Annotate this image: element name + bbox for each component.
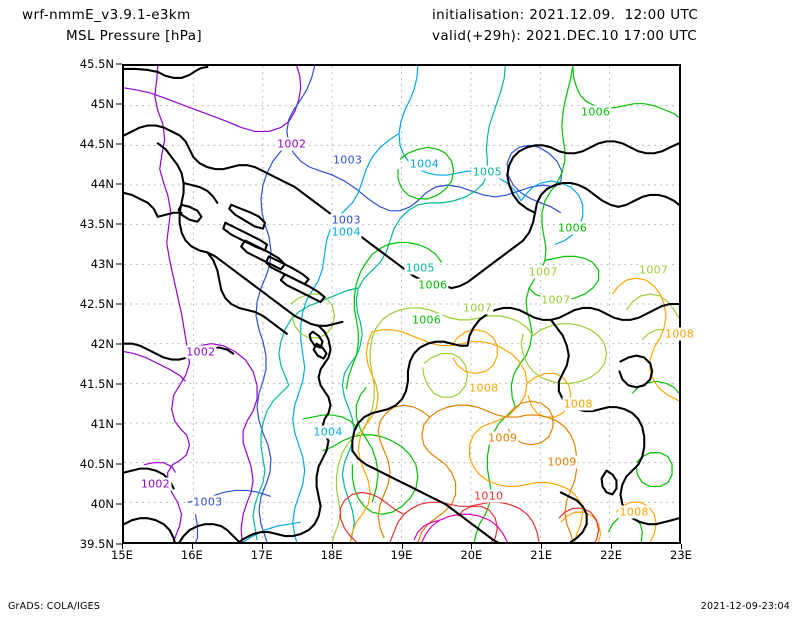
- y-axis-tick-label: 41N: [90, 417, 114, 431]
- contour-label: 1005: [404, 261, 436, 275]
- contour-label: 1003: [331, 153, 364, 167]
- contour-label-layer: 1002 1002 1002 1003 1003 1003 1004 1004 1004 1005…: [124, 66, 696, 542]
- x-axis-tick-label: 15E: [111, 548, 133, 562]
- y-axis-tick-label: 40.5N: [79, 457, 114, 471]
- contour-label: 1010: [473, 489, 505, 503]
- contour-label: 1002: [276, 137, 308, 151]
- map-plot-area[interactable]: 1002 1002 1002 1003 1003 1003 1004 1004 1004 1005…: [122, 64, 696, 544]
- contour-1006: [302, 66, 679, 542]
- y-axis-tick-mark: [116, 63, 122, 65]
- footer-timestamp: 2021-12-09-23:04: [700, 601, 790, 612]
- x-axis-tick-mark: [331, 544, 333, 549]
- y-axis-tick-label: 42N: [90, 337, 114, 351]
- contour-label: 1007: [461, 301, 494, 315]
- x-axis-tick-mark: [191, 544, 193, 549]
- y-axis-tick-label: 43N: [90, 257, 114, 271]
- y-axis-tick-mark: [116, 103, 122, 105]
- coastlines-and-borders: [124, 66, 679, 542]
- y-axis-tick-label: 42.5N: [79, 297, 114, 311]
- y-axis-tick-mark: [116, 343, 122, 345]
- footer-attribution: GrADS: COLA/IGES: [8, 601, 101, 612]
- y-axis-tick-mark: [116, 303, 122, 305]
- x-axis-tick-label: 22E: [600, 548, 623, 562]
- y-axis-tick-mark: [116, 223, 122, 225]
- y-axis-tick-mark: [116, 183, 122, 185]
- header-model-name: wrf-nmmE_v3.9.1-e3km: [22, 7, 191, 23]
- y-axis-tick-mark: [116, 143, 122, 145]
- contour-label: 1008: [468, 381, 500, 395]
- x-axis-tick-mark: [681, 544, 682, 549]
- x-axis-tick-mark: [471, 544, 473, 549]
- x-axis-tick-label: 21E: [530, 548, 553, 562]
- contour-label: 1008: [562, 397, 594, 411]
- contour-label: 1007: [638, 263, 670, 277]
- header-field-name: MSL Pressure [hPa]: [66, 28, 203, 44]
- contour-label: 1008: [663, 327, 696, 341]
- y-axis-tick-label: 43.5N: [79, 217, 114, 231]
- contour-label: 1008: [618, 505, 650, 519]
- header-valid-time: valid(+29h): 2021.DEC.10 17:00 UTC: [432, 28, 698, 44]
- y-axis-tick-label: 45N: [90, 97, 114, 111]
- contour-label: 1002: [185, 345, 217, 359]
- pressure-contours: [124, 66, 679, 542]
- y-axis-tick-label: 40N: [90, 497, 114, 511]
- y-axis-tick-mark: [116, 383, 122, 385]
- contour-label: 1004: [330, 225, 362, 239]
- x-axis-tick-mark: [261, 544, 263, 549]
- y-axis-tick-label: 41.5N: [79, 377, 114, 391]
- contour-label: 1006: [556, 221, 589, 235]
- contour-1011: [413, 513, 508, 542]
- x-axis-tick-label: 18E: [320, 548, 343, 562]
- contour-label: 1009: [487, 431, 519, 445]
- header-initialisation: initialisation: 2021.12.09. 12:00 UTC: [432, 7, 699, 23]
- y-axis-tick-mark: [116, 263, 122, 265]
- contour-label: 1006: [580, 105, 612, 119]
- x-axis-tick-label: 17E: [250, 548, 273, 562]
- x-axis-tick-label: 23E: [670, 548, 692, 562]
- x-axis-tick-mark: [611, 544, 613, 549]
- contour-1002: [124, 66, 302, 542]
- contour-label: 1006: [417, 278, 449, 292]
- contour-label: 1002: [139, 477, 172, 491]
- x-axis-tick-mark: [122, 544, 123, 549]
- contour-1007: [290, 293, 679, 542]
- contour-label: 1006: [410, 313, 443, 327]
- contour-label: 1004: [312, 425, 344, 439]
- y-axis-tick-label: 39.5N: [79, 537, 114, 551]
- y-axis-tick-label: 44N: [90, 177, 114, 191]
- y-axis-tick-mark: [116, 423, 122, 425]
- contour-label: 1007: [527, 265, 559, 279]
- y-axis-tick-mark: [116, 543, 122, 545]
- contour-label: 1007: [540, 293, 572, 307]
- x-axis-tick-mark: [401, 544, 403, 549]
- x-axis-tick-label: 16E: [180, 548, 203, 562]
- y-axis-tick-mark: [116, 463, 122, 465]
- contour-1009: [377, 400, 578, 542]
- contour-label: 1005: [471, 165, 503, 179]
- contour-label: 1009: [546, 455, 578, 469]
- x-axis-tick-label: 20E: [460, 548, 483, 562]
- contour-label: 1003: [192, 495, 224, 509]
- contour-1010: [339, 491, 600, 542]
- contour-label: 1003: [330, 213, 362, 227]
- x-axis-tick-label: 19E: [390, 548, 413, 562]
- contour-label: 1004: [408, 157, 441, 171]
- y-axis-tick-label: 44.5N: [79, 137, 114, 151]
- y-axis-tick-mark: [116, 503, 122, 505]
- contour-1008: [349, 277, 679, 542]
- x-axis-tick-mark: [541, 544, 543, 549]
- y-axis-tick-label: 45.5N: [79, 57, 114, 71]
